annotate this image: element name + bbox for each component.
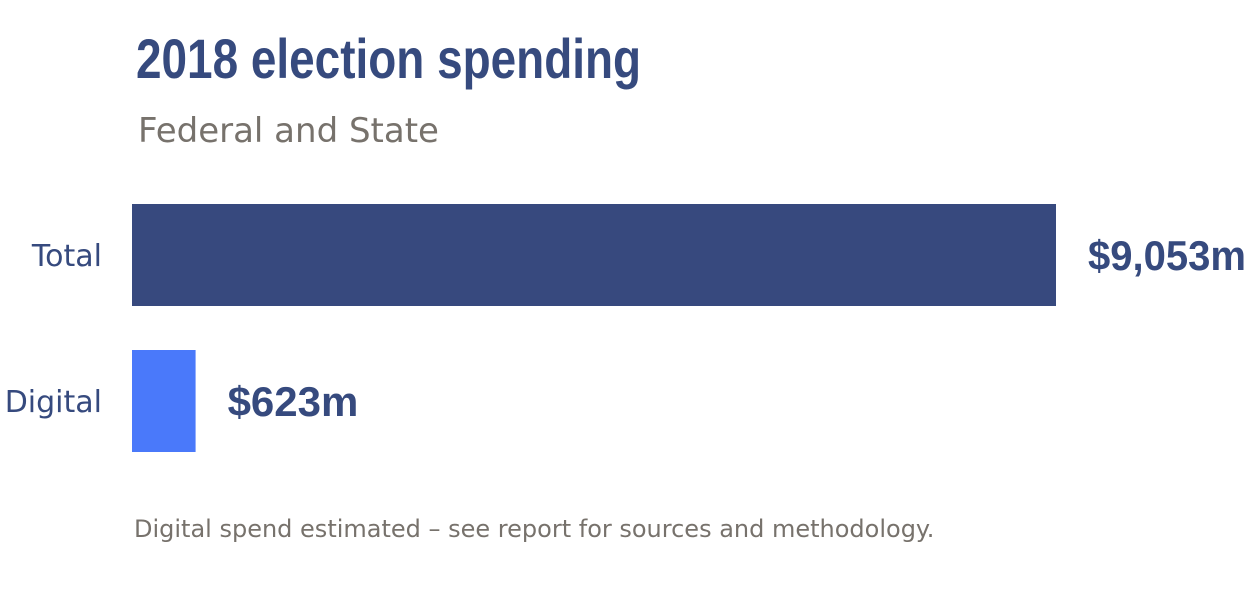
bar-total (132, 204, 1056, 306)
chart-footnote: Digital spend estimated – see report for… (134, 515, 934, 543)
bar-digital (132, 350, 196, 452)
bars-layer: Total $9,053m Digital $623m (5, 204, 1246, 452)
chart-title: 2018 election spending (136, 28, 641, 90)
value-label-total: $9,053m (1088, 232, 1246, 279)
chart-subtitle: Federal and State (138, 111, 439, 151)
category-label-total: Total (31, 239, 102, 274)
value-label-digital: $623m (228, 378, 359, 425)
category-label-digital: Digital (5, 385, 102, 420)
